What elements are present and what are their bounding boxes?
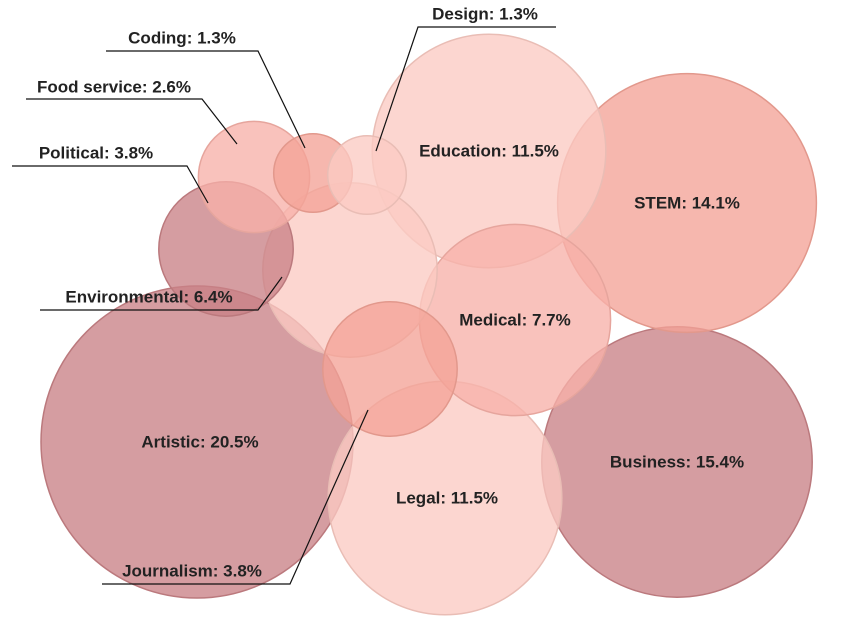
label-coding: Coding: 1.3% (128, 29, 236, 48)
label-journalism: Journalism: 3.8% (122, 562, 262, 581)
leader-line-environmental (40, 276, 283, 311)
bubble-journalism (322, 301, 458, 437)
label-artistic: Artistic: 20.5% (141, 433, 258, 452)
label-education: Education: 11.5% (419, 142, 559, 161)
label-medical: Medical: 7.7% (459, 311, 571, 330)
leader-line-journalism (102, 409, 369, 585)
label-design: Design: 1.3% (432, 5, 538, 24)
leader-line-food-service (26, 98, 238, 145)
label-legal: Legal: 11.5% (396, 489, 498, 508)
label-environmental: Environmental: 6.4% (65, 288, 232, 307)
leader-lines-layer (12, 26, 556, 585)
bubbles-layer (40, 33, 818, 616)
label-food-service: Food service: 2.6% (37, 78, 191, 97)
label-stem: STEM: 14.1% (634, 194, 740, 213)
leader-line-design (375, 26, 556, 152)
labels-layer: Artistic: 20.5% Business: 15.4% STEM: 14.1… (37, 5, 744, 581)
label-business: Business: 15.4% (610, 453, 744, 472)
bubble-design (326, 134, 408, 216)
label-political: Political: 3.8% (39, 144, 153, 163)
leader-line-coding (106, 50, 306, 149)
leader-line-political (12, 165, 209, 204)
